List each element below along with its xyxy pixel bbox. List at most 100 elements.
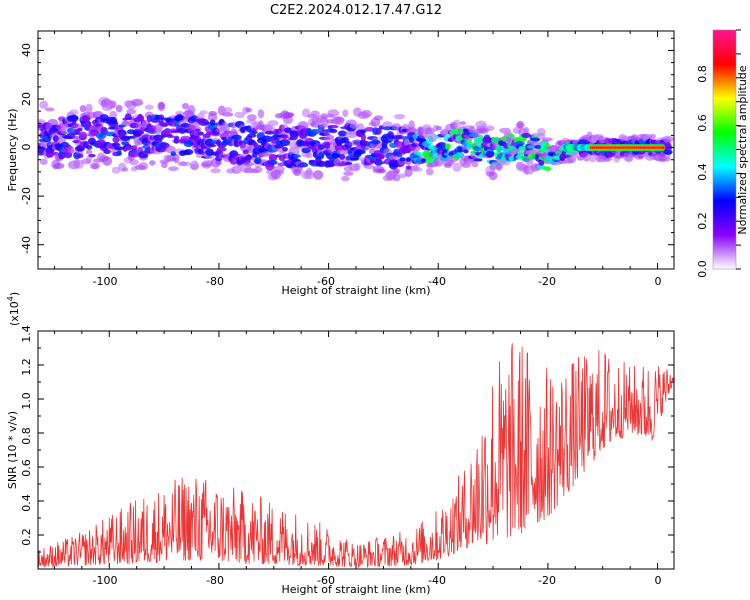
bottom-ytick-label-6: 1.4 [20,325,33,343]
heatmap-cell [313,170,324,180]
heatmap-cell [293,154,301,158]
heatmap-cell [223,107,233,114]
heatmap-cell [183,148,194,156]
heatmap-cell [342,109,349,118]
heatmap-cell [326,134,335,140]
heatmap-cell [482,136,492,144]
heatmap-cell [345,132,358,139]
heatmap-cell [126,108,137,115]
bottom-xtick-label-4: -20 [538,574,556,587]
heatmap-cell [109,116,118,125]
heatmap-cell [202,121,211,125]
heatmap-cell [440,130,450,135]
heatmap-cell [267,120,279,127]
heatmap-cell [244,155,254,161]
heatmap-cell [329,128,338,134]
heatmap-cell [136,115,145,122]
heatmap-cell [292,168,302,177]
heatmap-cell [459,121,467,126]
heatmap-cell [69,109,79,116]
heatmap-cell [327,124,339,129]
heatmap-cell [664,142,672,147]
heatmap-cell [113,146,125,151]
heatmap-cell [109,100,117,109]
bottom-x-axis-label: Height of straight line (km) [281,583,430,596]
heatmap-cell [109,110,117,120]
colorbar-tick-4: 0.8 [696,65,709,83]
heatmap-cell [588,154,597,163]
bottom-xtick-label-5: 0 [655,574,662,587]
top-x-axis-label: Height of straight line (km) [281,284,430,297]
bottom-x-tick-marks [53,331,659,569]
heatmap-cell [320,112,328,120]
heatmap-cell [273,165,285,173]
heatmap-cell [327,109,340,118]
heatmap-cell [274,144,284,149]
heatmap-cell [360,133,366,142]
bottom-xtick-label-3: -40 [428,574,446,587]
heatmap-cell [268,153,278,162]
bottom-ytick-label-1: 0.4 [20,494,33,512]
heatmap-cell [376,168,387,174]
heatmap-cell [534,144,543,149]
heatmap-cell [144,104,154,110]
heatmap-cell [119,132,125,136]
heatmap-cell [216,147,227,152]
heatmap-cell [495,163,503,172]
top-xtick-label-5: 0 [655,275,662,288]
heatmap-cell [279,139,291,147]
heatmap-cell [209,119,216,126]
heatmap-cell [66,132,76,140]
top-xtick-label-1: -80 [206,275,224,288]
heatmap-cell [405,165,412,170]
heatmap-cell [305,152,313,159]
top-x-tick-marks [53,31,659,269]
colorbar-tick-marks [736,29,741,270]
heatmap-cell [217,105,226,116]
heatmap-cell [516,120,524,129]
heatmap-cell [310,110,320,117]
heatmap-cell [85,149,93,155]
snr-line-layer [38,343,674,569]
heatmap-cell [257,109,265,119]
heatmap-cell [231,165,243,174]
heatmap-cell [254,159,262,164]
heatmap-cell [425,167,434,176]
heatmap-cell [264,125,276,133]
heatmap-cell [443,163,453,169]
heatmap-cell [536,127,546,137]
heatmap-cell [179,161,191,167]
heatmap-cell [88,153,96,158]
bottom-xtick-label-0: -100 [93,574,118,587]
heatmap-cell [660,146,665,149]
colorbar-label: Normalized spectral amplitude [736,65,749,234]
heatmap-cell [344,161,352,166]
heatmap-cell [406,157,412,162]
figure-title: C2E2.2024.012.17.47.G12 [270,3,442,18]
heatmap-cell [246,114,257,121]
svg-text:(x104): (x104) [6,292,21,326]
heatmap-cell [473,158,483,162]
heatmap-cell [541,137,553,142]
heatmap-cell [76,153,84,159]
heatmap-cell [452,162,462,172]
heatmap-cell [149,160,156,166]
heatmap-cell [369,159,376,164]
heatmap-cell [78,131,88,139]
heatmap-cell [131,98,144,107]
y-multiplier-label: (x104) [6,292,21,326]
heatmap-cell [85,155,93,164]
heatmap-cell [387,137,394,142]
heatmap-cell [282,146,288,152]
heatmap-cell [301,147,311,154]
heatmap-cell [343,171,354,176]
bottom-xtick-label-2: -60 [317,574,335,587]
top-ytick-label-1: -20 [20,187,33,205]
heatmap-cell [382,126,393,131]
heatmap-cell [393,168,400,174]
heatmap-cell [435,125,442,131]
heatmap-cell [283,127,293,134]
y-multiplier-base: (x10 [8,301,21,326]
bottom-y-axis-label: SNR (10 * v/v) [6,411,19,489]
